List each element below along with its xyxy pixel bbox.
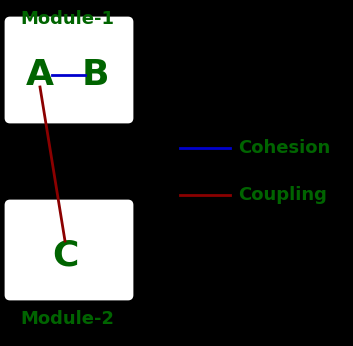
Text: A: A — [26, 58, 54, 92]
Text: Cohesion: Cohesion — [238, 139, 330, 157]
Text: B: B — [81, 58, 109, 92]
Text: C: C — [52, 238, 78, 272]
Text: Module-1: Module-1 — [20, 10, 114, 28]
FancyBboxPatch shape — [6, 18, 132, 122]
Text: Coupling: Coupling — [238, 186, 327, 204]
FancyBboxPatch shape — [6, 201, 132, 299]
Text: Module-2: Module-2 — [20, 310, 114, 328]
